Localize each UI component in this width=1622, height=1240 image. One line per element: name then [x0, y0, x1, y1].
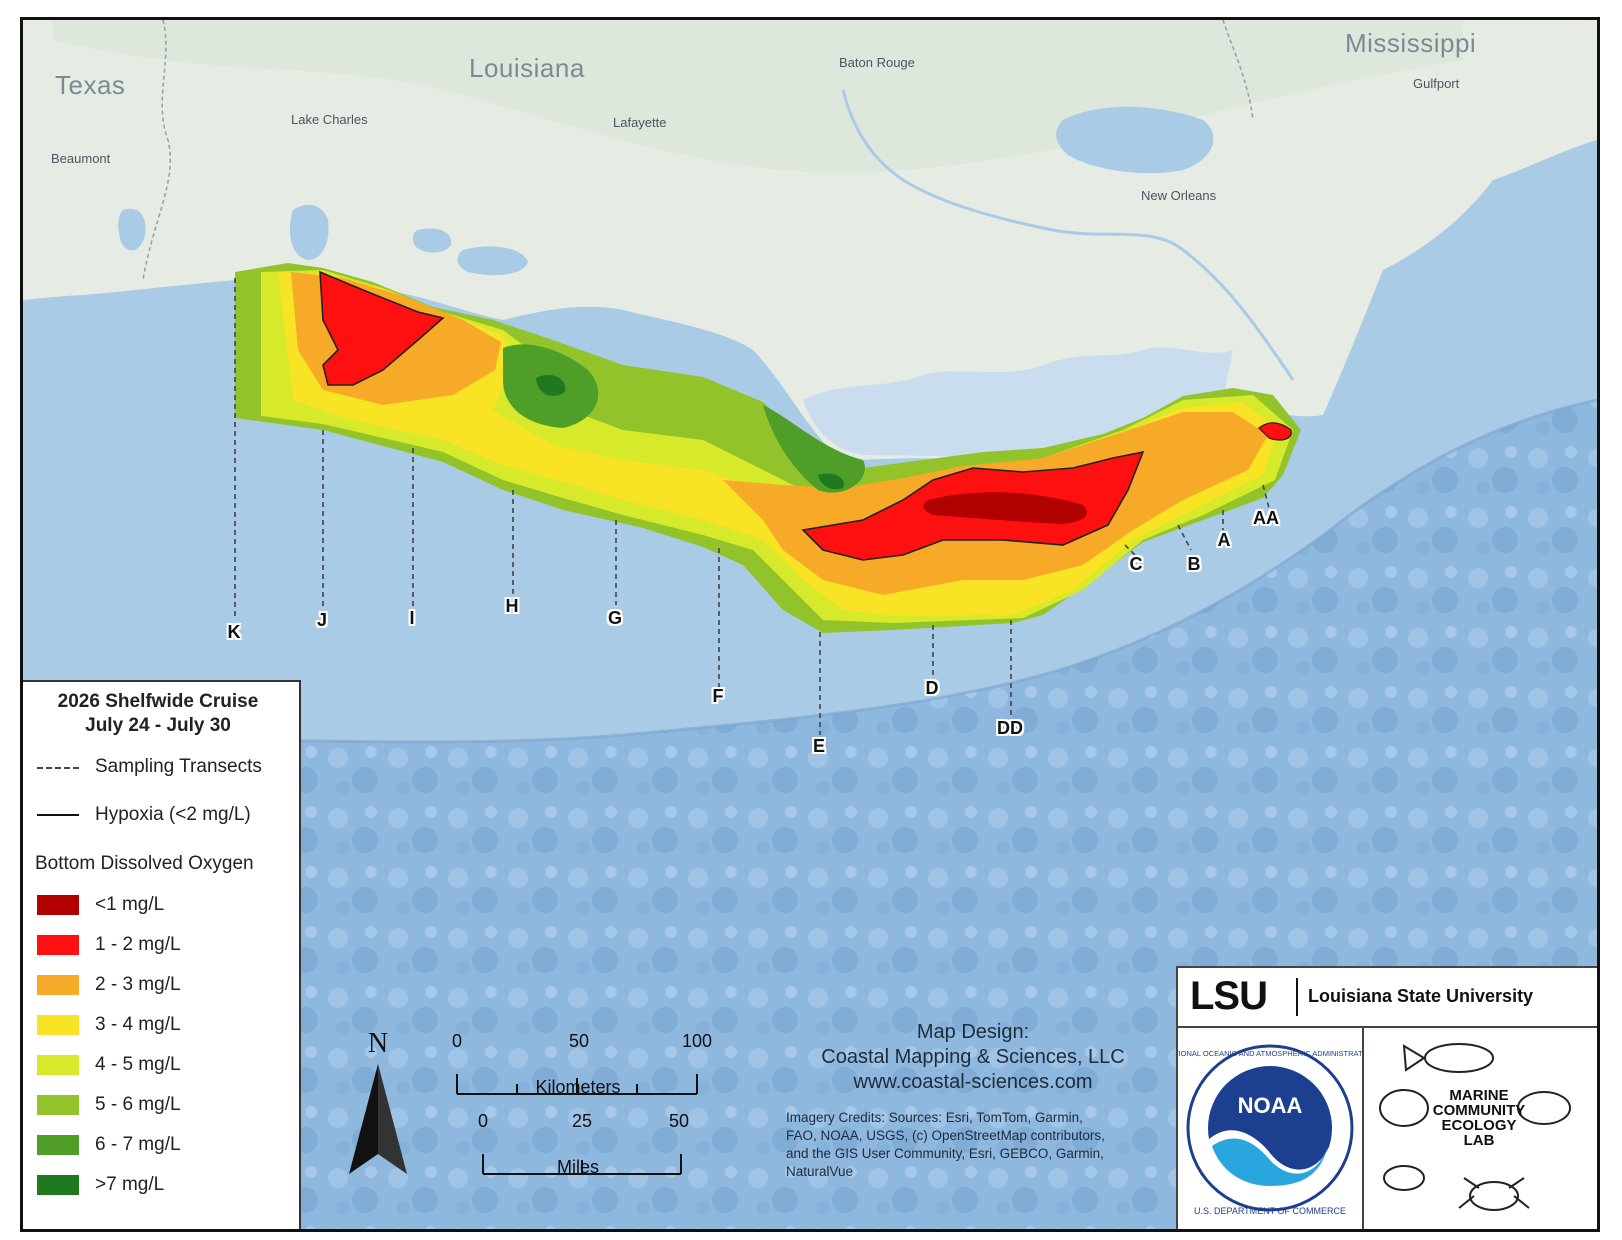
- lab-name-line: ECOLOGY: [1441, 1117, 1517, 1134]
- lab-name-line: COMMUNITY: [1432, 1102, 1526, 1119]
- transect-label-g: G: [607, 608, 622, 628]
- north-arrow-icon: [349, 1064, 407, 1174]
- lake-pontchartrain: [1056, 106, 1214, 174]
- imagery-credit-line: and the GIS User Community, Esri, GEBCO,…: [786, 1146, 1104, 1161]
- mississippi-river: [841, 89, 1295, 381]
- legend-swatch: [37, 1055, 79, 1075]
- transect-label-e: E: [812, 736, 825, 756]
- transect-label-h: H: [505, 596, 519, 616]
- map-design-credit: Map Design: Coastal Mapping & Sciences, …: [783, 1020, 1163, 1095]
- design-credit-website: www.coastal-sciences.com: [853, 1071, 1093, 1093]
- sampling-transect-lines: [234, 278, 1270, 735]
- imagery-credits: Imagery Credits: Sources: Esri, TomTom, …: [786, 1109, 1166, 1181]
- north-label: N: [367, 1028, 389, 1059]
- legend-swatch: [37, 1135, 79, 1155]
- imagery-credit-line: NaturalVue: [786, 1164, 854, 1179]
- marine-community-ecology-lab-logo: MARINE COMMUNITY ECOLOGY LAB: [1364, 1028, 1597, 1229]
- mi-tick-0: 0: [477, 1111, 488, 1131]
- design-credit-company: Coastal Mapping & Sciences, LLC: [821, 1046, 1125, 1068]
- state-boundary-tx-la: [142, 20, 172, 281]
- dashed-line-symbol: [37, 767, 79, 769]
- legend-hypoxia-label: Hypoxia (<2 mg/L): [95, 804, 251, 825]
- noaa-emblem-icon: NOAA NATIONAL OCEANIC AND ATMOSPHERIC AD…: [1164, 1044, 1376, 1216]
- city-label-lake-charles: Lake Charles: [291, 112, 368, 127]
- noaa-ring-top: NATIONAL OCEANIC AND ATMOSPHERIC ADMINIS…: [1178, 1049, 1362, 1058]
- transect-label-i: I: [409, 608, 415, 628]
- imagery-credit-line: Imagery Credits: Sources: Esri, TomTom, …: [786, 1110, 1083, 1125]
- mi-label: Miles: [556, 1157, 599, 1177]
- state-label-louisiana: Louisiana: [469, 53, 585, 83]
- legend-title: 2026 Shelfwide Cruise: [57, 691, 259, 712]
- solid-line-symbol: [37, 814, 79, 816]
- marine-fauna-icon: [1379, 1043, 1571, 1211]
- noaa-logo: NOAA NATIONAL OCEANIC AND ATMOSPHERIC AD…: [1164, 1028, 1376, 1229]
- state-label-texas: Texas: [55, 70, 126, 100]
- legend-class-label: >7 mg/L: [95, 1174, 165, 1195]
- city-label-beaumont: Beaumont: [51, 151, 111, 166]
- legend-class-label: 3 - 4 mg/L: [95, 1014, 181, 1035]
- lab-name-line: MARINE: [1449, 1087, 1509, 1104]
- legend-swatch: [37, 1095, 79, 1115]
- legend-sampling-label: Sampling Transects: [95, 756, 262, 777]
- legend-swatch: [37, 935, 79, 955]
- lsu-logo: LSU Louisiana State University: [1178, 968, 1597, 1028]
- city-label-baton-rouge: Baton Rouge: [839, 55, 915, 70]
- state-label-mississippi: Mississippi: [1345, 28, 1477, 58]
- transect-label-b: B: [1187, 554, 1201, 574]
- white-lake: [457, 246, 528, 276]
- legend-class-label: 1 - 2 mg/L: [95, 934, 181, 955]
- transect-label-a: A: [1217, 530, 1231, 550]
- do-zone-6-7: [503, 344, 865, 493]
- lab-name-line: LAB: [1463, 1132, 1495, 1149]
- calcasieu-lake: [289, 204, 329, 260]
- north-arrow: N: [343, 1028, 413, 1178]
- legend-swatch: [37, 975, 79, 995]
- noaa-wordmark: NOAA: [1238, 1093, 1303, 1118]
- lab-name: MARINE COMMUNITY ECOLOGY LAB: [1404, 1088, 1554, 1148]
- mi-tick-25: 25: [571, 1111, 593, 1131]
- transect-label-f: F: [712, 686, 724, 706]
- lsu-divider: [1296, 978, 1298, 1016]
- map-frame: Texas Louisiana Mississippi Beaumont Lak…: [20, 17, 1600, 1232]
- hypoxia-zone-west: [319, 270, 445, 386]
- city-label-lafayette: Lafayette: [613, 115, 667, 130]
- severe-hypoxia-core: [923, 492, 1087, 524]
- transect-label-aa: AA: [1253, 508, 1279, 528]
- km-tick-50: 50: [568, 1031, 590, 1051]
- map-legend: 2026 Shelfwide Cruise July 24 - July 30 …: [23, 680, 301, 1229]
- legend-do-heading: Bottom Dissolved Oxygen: [35, 853, 254, 874]
- km-label: Kilometers: [535, 1077, 621, 1097]
- legend-swatch: [37, 895, 79, 915]
- mi-tick-50: 50: [668, 1111, 690, 1131]
- lsu-name: Louisiana State University: [1308, 986, 1534, 1006]
- legend-class-label: 6 - 7 mg/L: [95, 1134, 181, 1155]
- transect-label-c: C: [1129, 554, 1143, 574]
- transect-label-k: K: [227, 622, 241, 642]
- lsu-wordmark: LSU: [1190, 974, 1268, 1018]
- legend-swatch: [37, 1175, 79, 1195]
- city-label-new-orleans: New Orleans: [1141, 188, 1217, 203]
- hypoxia-zone-delta: [1258, 422, 1292, 441]
- grand-lake: [412, 228, 452, 253]
- noaa-ring-bottom: U.S. DEPARTMENT OF COMMERCE: [1194, 1206, 1346, 1216]
- sabine-lake: [118, 208, 146, 251]
- shelf-break: [23, 398, 1597, 744]
- legend-class-label: <1 mg/L: [95, 894, 165, 915]
- state-boundary-la-ms: [1222, 20, 1254, 121]
- legend-class-label: 2 - 3 mg/L: [95, 974, 181, 995]
- city-label-gulfport: Gulfport: [1413, 76, 1460, 91]
- legend-class-label: 4 - 5 mg/L: [95, 1054, 181, 1075]
- design-credit-line: Map Design:: [916, 1021, 1030, 1043]
- transect-label-j: J: [316, 610, 327, 630]
- imagery-credit-line: FAO, NOAA, USGS, (c) OpenStreetMap contr…: [786, 1128, 1105, 1143]
- transect-label-d: D: [925, 678, 939, 698]
- logo-panel: LSU Louisiana State University NOAA NATI…: [1164, 966, 1597, 1229]
- transect-label-dd: DD: [997, 718, 1023, 738]
- legend-date-range: July 24 - July 30: [85, 715, 231, 736]
- km-tick-100: 100: [681, 1031, 713, 1051]
- km-tick-0: 0: [451, 1031, 462, 1051]
- scale-bar: [456, 1074, 698, 1175]
- legend-class-label: 5 - 6 mg/L: [95, 1094, 181, 1115]
- legend-swatch: [37, 1015, 79, 1035]
